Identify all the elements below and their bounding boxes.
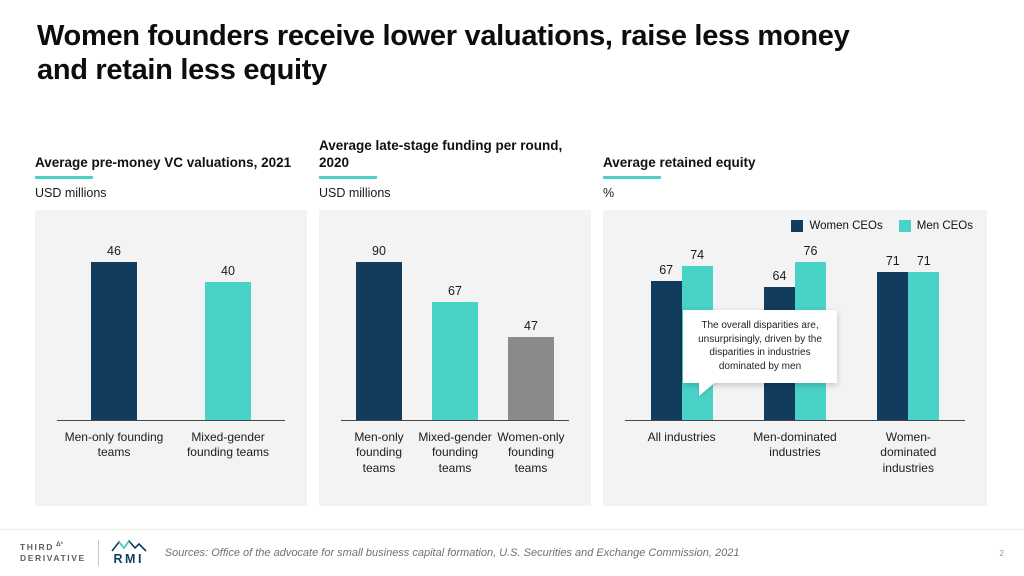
category-label: All industries <box>647 429 716 444</box>
chart-title: Average late-stage funding per round, 20… <box>319 137 563 171</box>
bar-with-label: 67 <box>650 262 682 420</box>
chart-area: 46 40 Men-only founding teams Mixed-gender… <box>35 209 307 506</box>
legend-label: Women CEOs <box>809 219 883 232</box>
bar <box>432 302 478 420</box>
delta-cubed-icon: Δ³ <box>55 541 63 549</box>
bar-value-label: 74 <box>690 248 705 263</box>
chart-unit-label: % <box>603 185 615 200</box>
bar-value-label: 71 <box>885 254 900 269</box>
bar-value-label: 46 <box>107 243 121 258</box>
mountain-icon <box>111 540 147 552</box>
bar <box>205 282 251 420</box>
category-labels: All industries Men-dominated industries Wo… <box>625 430 965 477</box>
category-label: Mixed-gender founding teams <box>186 429 270 460</box>
bar-value-label: 90 <box>372 243 386 258</box>
bar-value-label: 47 <box>524 319 538 334</box>
category-labels: Men-only founding teams Mixed-gender foun… <box>57 430 285 461</box>
third-derivative-logo-line2: DERIVATIVE <box>20 553 86 563</box>
category-label: Men-dominated industries <box>753 429 837 460</box>
bar-group: 46 <box>91 244 137 420</box>
footer: THIRD Δ³ DERIVATIVE RMI Sources: Office … <box>0 529 1024 576</box>
chart-title: Average pre-money VC valuations, 2021 <box>35 155 292 171</box>
bar-value-label: 67 <box>659 262 674 277</box>
bar-group: 40 <box>205 264 251 420</box>
category-label: Men-only founding teams <box>354 429 404 476</box>
accent-underline <box>35 175 93 179</box>
bar-group: 67 <box>432 284 478 420</box>
category-label: Women-only founding teams <box>497 429 565 476</box>
plot-area: 90 67 47 <box>341 224 569 421</box>
sources-text: Sources: Office of the advocate for smal… <box>164 547 740 559</box>
chart-header: Average pre-money VC valuations, 2021 US… <box>35 126 307 210</box>
legend-item-women-ceos: Women CEOs <box>791 219 883 232</box>
bar-with-label: 71 <box>908 254 940 420</box>
accent-underline <box>603 175 661 179</box>
chart-columns: Average pre-money VC valuations, 2021 US… <box>0 126 1024 506</box>
bar <box>91 261 137 420</box>
category-labels: Men-only founding teams Mixed-gender foun… <box>341 430 569 477</box>
bar-with-label: 47 <box>508 319 554 420</box>
bar <box>508 337 554 420</box>
bar <box>908 272 940 420</box>
chart-header: Average retained equity % <box>603 126 987 210</box>
legend: Women CEOs Men CEOs <box>791 219 973 232</box>
bar-value-label: 76 <box>803 243 818 258</box>
chart-area: 90 67 47 Men-only founding teams Mixed-gend… <box>319 209 591 506</box>
legend-swatch-men <box>898 219 911 232</box>
bar-with-label: 40 <box>205 264 251 420</box>
legend-label: Men CEOs <box>916 219 973 232</box>
slide-title: Women founders receive lower valuations,… <box>37 20 850 86</box>
accent-underline <box>319 175 377 179</box>
bar-with-label: 90 <box>356 244 402 420</box>
page-number: 2 <box>999 548 1004 558</box>
rmi-logo-text: RMI <box>113 552 144 567</box>
chart-header: Average late-stage funding per round, 20… <box>319 126 591 210</box>
legend-swatch-women <box>791 219 804 232</box>
bar-value-label: 64 <box>772 268 787 283</box>
bar-value-label: 40 <box>221 264 235 279</box>
bar-group: 67 74 <box>650 248 713 420</box>
bar-value-label: 71 <box>916 254 931 269</box>
bar-with-label: 67 <box>432 284 478 420</box>
chart-title: Average retained equity <box>603 155 756 171</box>
third-derivative-logo-line1: THIRD <box>20 542 54 553</box>
chart-panel-funding: Average late-stage funding per round, 20… <box>319 126 591 506</box>
third-derivative-logo: THIRD Δ³ DERIVATIVE <box>20 541 86 563</box>
category-label: Women-dominated industries <box>880 429 937 476</box>
legend-item-men-ceos: Men CEOs <box>898 219 973 232</box>
bar <box>877 272 909 420</box>
annotation-callout: The overall disparities are, unsurprisin… <box>683 309 837 384</box>
chart-unit-label: USD millions <box>319 185 391 200</box>
bar-group: 71 71 <box>877 254 940 420</box>
plot-area: 46 40 <box>57 224 285 421</box>
bar-group: 47 <box>508 319 554 420</box>
chart-panel-valuations: Average pre-money VC valuations, 2021 US… <box>35 126 307 506</box>
bar <box>650 280 682 420</box>
bar-with-label: 46 <box>91 244 137 420</box>
rmi-logo: RMI <box>111 540 147 566</box>
chart-unit-label: USD millions <box>35 185 107 200</box>
bar-group: 90 <box>356 244 402 420</box>
category-label: Men-only founding teams <box>64 429 164 460</box>
chart-area: Women CEOs Men CEOs The overall disparit… <box>603 209 987 506</box>
bar-with-label: 71 <box>877 254 909 420</box>
bar-value-label: 67 <box>448 284 462 299</box>
bar <box>356 261 402 420</box>
logo-divider <box>97 540 99 566</box>
category-label: Mixed-gender founding teams <box>418 429 492 476</box>
chart-panel-retained-equity: Average retained equity % Women CEOs Men… <box>603 126 987 506</box>
